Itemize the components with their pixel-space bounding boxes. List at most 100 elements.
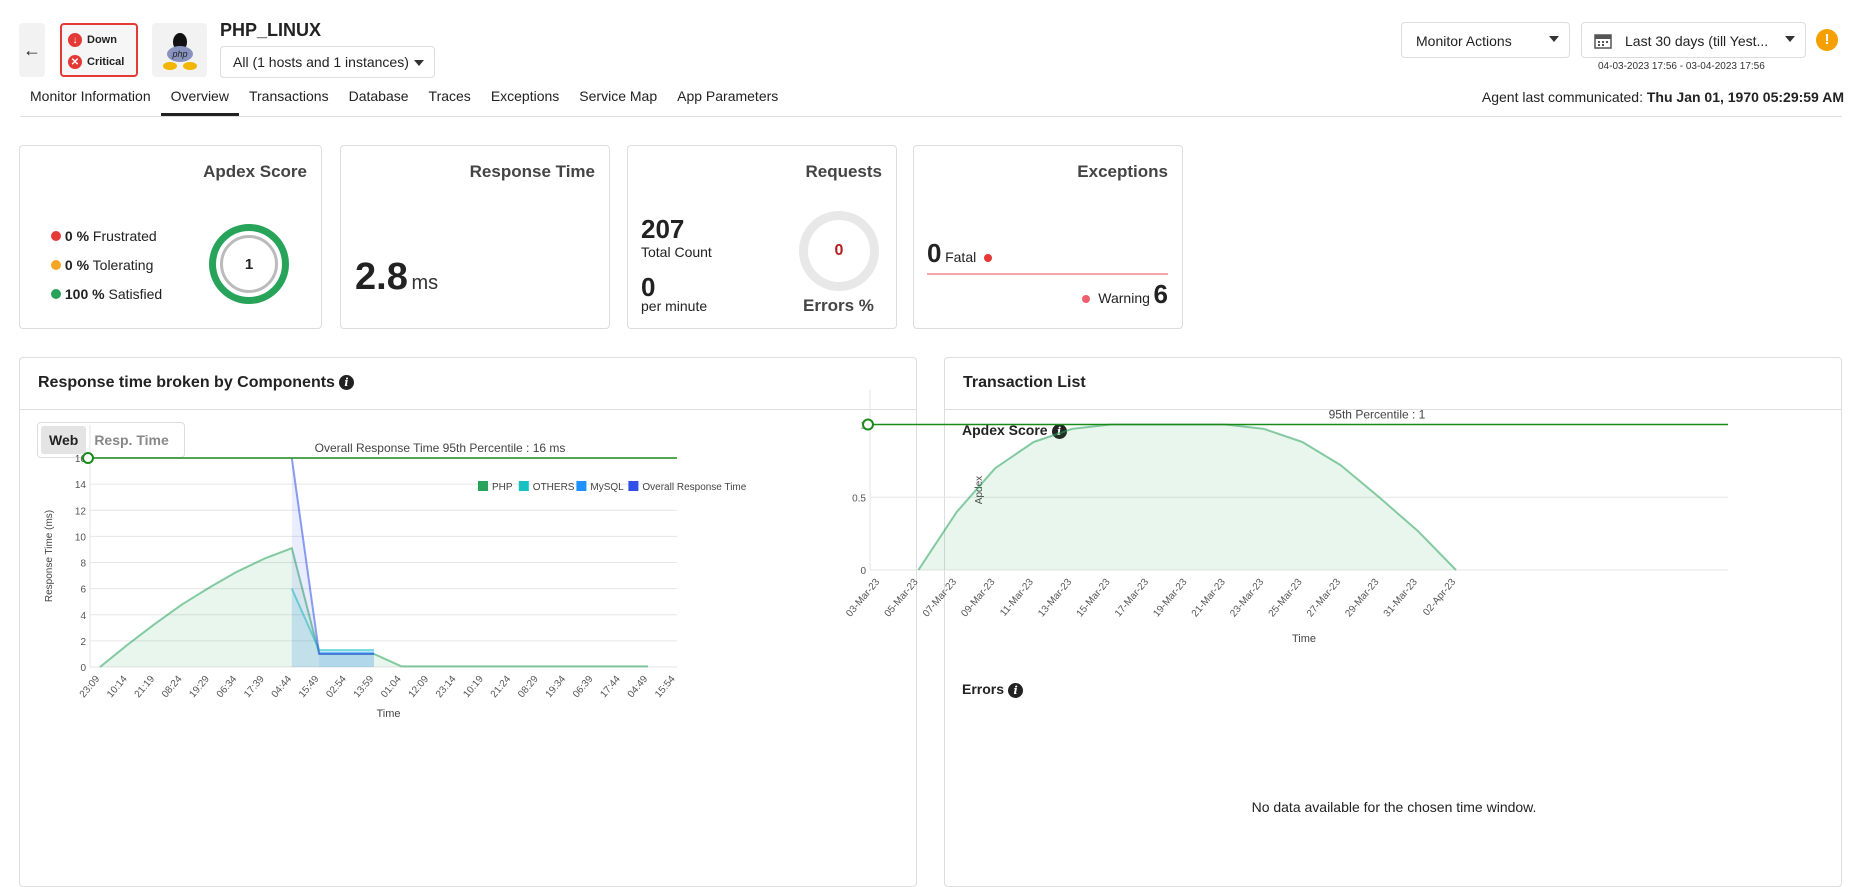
toggle-resp-time[interactable]: Resp. Time [94,432,169,448]
tab-service-map[interactable]: Service Map [579,88,658,104]
legend-swatch [576,481,587,491]
y-axis-label: Response Time (ms) [44,510,55,602]
arrow-left-icon: ← [23,39,41,60]
x-tick-label: 04:49 [626,674,651,701]
frustrated-pct: 0 % [64,228,90,244]
x-tick-label: 08:24 [160,674,185,701]
legend-swatch [478,481,488,491]
x-tick-label: 15:49 [297,674,322,701]
apdex-score: 1 [220,235,278,293]
transaction-list-panel: Transaction List Apdex Score i Errors i No… [944,357,1842,887]
tab-traces[interactable]: Traces [428,88,471,104]
agent-value: Thu Jan 01, 1970 05:29:59 AM [1646,89,1844,105]
y-tick-label: 6 [80,585,86,596]
threshold-marker [82,452,94,465]
svg-text:php: php [171,49,187,59]
instance-select[interactable]: All (1 hosts and 1 instances) [220,46,435,78]
php-linux-logo: php [152,23,207,77]
card-title: Requests [805,162,882,181]
series-area-overall-response-time [291,458,374,667]
warning-dot-icon [1082,295,1091,303]
x-tick-label: 10:19 [461,674,486,701]
x-tick-label: 04:44 [270,674,295,701]
date-range-value: Last 30 days (till Yest... [1625,33,1769,49]
legend-label-overall-response-time: Overall Response Time [642,482,746,493]
toggle-web[interactable]: Web [41,426,87,454]
apdex-card: Apdex Score 0 % Frustrated 0 % Toleratin… [19,145,322,329]
satisfied-dot-icon [51,289,61,299]
errors-label: Errors % [803,296,874,315]
x-tick-label: 23:09 [78,674,103,701]
x-tick-label: 12:09 [407,674,432,701]
card-title: Response Time [469,162,595,181]
legend-label-others: OTHERS [533,482,575,493]
no-data-message: No data available for the chosen time wi… [1251,799,1537,815]
legend-swatch [518,481,529,491]
per-minute-label: per minute [641,298,708,314]
apdex-gauge: 1 [209,224,289,304]
x-axis-label: Time [376,708,400,720]
exceptions-card: Exceptions 0 Fatal Warning 6 [913,145,1183,329]
x-tick-label: 21:19 [133,674,158,701]
legend-label-php: PHP [492,482,513,493]
threshold-annotation: Overall Response Time 95th Percentile : … [315,441,566,455]
response-time-card: Response Time 2.8 ms [340,145,610,329]
x-tick-label: 15:54 [653,674,678,701]
x-tick-label: 01:04 [379,674,404,701]
warning-icon[interactable]: ! [1816,29,1838,51]
x-tick-label: 13:59 [352,674,377,701]
y-tick-label: 10 [75,532,87,543]
y-tick-label: 0 [80,663,86,674]
info-icon[interactable]: i [1008,682,1024,698]
status-critical: Critical [87,56,125,68]
monitor-title: PHP_LINUX [220,20,322,40]
critical-icon: ✕ [68,55,82,69]
fatal-dot-icon [983,254,992,262]
y-tick-label: 4 [80,611,86,622]
series-area-others [291,588,374,667]
y-tick-label: 12 [75,506,87,517]
tab-transactions[interactable]: Transactions [248,88,329,104]
tab-database[interactable]: Database [348,88,409,104]
warning-label: Warning [1098,290,1150,306]
satisfied-label: Satisfied [108,286,163,302]
divider [20,116,1842,117]
x-tick-label: 21:24 [489,674,514,701]
x-tick-label: 23:14 [434,674,459,701]
y-tick-label: 2 [80,637,86,648]
date-range-select[interactable]: Last 30 days (till Yest... [1581,22,1806,58]
frustrated-label: Frustrated [92,228,157,244]
apdex-legend: 0 % Frustrated 0 % Tolerating 100 % Sati… [51,222,162,309]
monitor-actions-button[interactable]: Monitor Actions [1401,22,1570,58]
y-tick-label: 14 [75,480,87,491]
requests-card: Requests 207 Total Count 0 per minute 0 … [627,145,897,329]
chevron-down-icon [1549,36,1559,42]
x-tick-label: 17:44 [598,674,623,701]
chevron-down-icon [414,60,424,66]
tab-monitor-information[interactable]: Monitor Information [30,88,151,104]
x-tick-label: 17:39 [242,674,267,701]
card-title: Apdex Score [203,162,307,181]
series-area-php [100,548,648,667]
info-icon[interactable]: i [338,375,354,391]
tab-bar: Monitor Information Overview Transactions D… [20,80,788,116]
info-icon[interactable]: i [1051,423,1067,439]
tab-overview[interactable]: Overview [160,80,239,116]
x-tick-label: 10:14 [105,674,130,701]
tolerating-dot-icon [51,260,61,270]
panel-title: Transaction List [945,358,1841,410]
fatal-label: Fatal [945,249,977,265]
status-badge: ↓ Down ✕ Critical [60,23,138,77]
view-toggle: Web Resp. Time [37,422,185,458]
back-button[interactable]: ← [19,23,45,77]
down-icon: ↓ [68,33,82,47]
legend-label-mysql: MySQL [590,482,624,493]
satisfied-pct: 100 % [64,286,105,302]
instance-select-value: All (1 hosts and 1 instances) [233,54,409,70]
tab-exceptions[interactable]: Exceptions [490,88,560,104]
status-down: Down [87,34,117,46]
y-tick-label: 8 [80,559,86,570]
monitor-actions-label: Monitor Actions [1416,33,1512,49]
calendar-icon [1594,32,1612,52]
tab-app-parameters[interactable]: App Parameters [677,88,779,104]
